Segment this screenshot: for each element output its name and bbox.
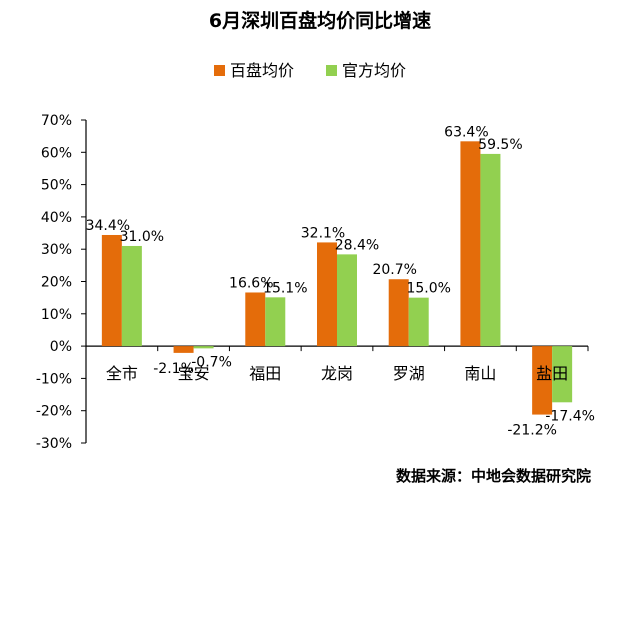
y-tick-label: 40% (41, 210, 72, 226)
bar-baipan-3 (317, 242, 337, 347)
bar-guanfang-3 (337, 254, 357, 347)
y-tick-label: 30% (41, 242, 72, 258)
bar-guanfang-1 (193, 346, 214, 349)
category-labels: 全市 宝安 福田 龙岗 罗湖 南山 盐田 (106, 364, 568, 383)
legend-swatch-1 (326, 65, 337, 76)
bars (101, 141, 573, 415)
bar-baipan-6 (532, 346, 553, 415)
data-label: 20.7% (372, 262, 416, 278)
y-tick-label: 0% (50, 339, 72, 355)
data-label: -2.1% (153, 361, 194, 377)
y-tick-label: 20% (41, 275, 72, 291)
y-tick-label: 10% (41, 307, 72, 323)
data-label: 16.6% (229, 275, 273, 291)
y-axis-ticks: 70% 60% 50% 40% 30% 20% 10% 0% -10% -20% -30% (36, 113, 86, 452)
data-label: -17.4% (545, 408, 595, 424)
data-label: 31.0% (120, 229, 164, 245)
legend-label-1: 官方均价 (342, 61, 406, 80)
bar-guanfang-2 (265, 297, 286, 347)
category-label: 全市 (106, 364, 138, 383)
bar-baipan-5 (460, 141, 481, 347)
y-tick-label: 50% (41, 178, 72, 194)
bar-guanfang-4 (408, 297, 429, 347)
category-label: 福田 (249, 364, 281, 383)
bar-guanfang-6 (552, 346, 573, 403)
data-label: 34.4% (86, 218, 130, 234)
source-note: 数据来源：中地会数据研究院 (396, 467, 591, 485)
category-label: 罗湖 (393, 364, 425, 383)
data-labels: 34.4%31.0% -2.1%-0.7% 16.6%15.1% 32.1%28.4%… (86, 124, 595, 438)
bar-guanfang-5 (480, 153, 501, 347)
data-label: -21.2% (507, 423, 557, 439)
legend-swatch-0 (214, 65, 225, 76)
category-label: 南山 (464, 364, 496, 383)
legend-label-0: 百盘均价 (230, 61, 294, 80)
data-label: -0.7% (191, 354, 232, 370)
bar-baipan-1 (173, 346, 194, 353)
category-label: 龙岗 (321, 364, 353, 383)
bar-baipan-4 (388, 279, 409, 347)
bar-guanfang-0 (121, 245, 142, 347)
y-tick-label: -20% (36, 404, 72, 420)
data-label: 32.1% (301, 225, 345, 241)
data-label: 15.1% (263, 280, 307, 296)
y-tick-label: 70% (41, 113, 72, 129)
bar-baipan-2 (245, 292, 266, 347)
y-tick-label: -10% (36, 371, 72, 387)
category-label: 宝安 (178, 364, 210, 383)
legend: 百盘均价 官方均价 (214, 61, 406, 80)
y-tick-label: -30% (36, 436, 72, 452)
data-label: 28.4% (335, 237, 379, 253)
data-label: 59.5% (478, 137, 522, 153)
data-label: 15.0% (406, 281, 450, 297)
data-label: 63.4% (444, 124, 488, 140)
y-tick-label: 60% (41, 145, 72, 161)
chart-title: 6月深圳百盘均价同比增速 (209, 9, 431, 32)
category-label: 盐田 (536, 364, 568, 383)
bar-baipan-0 (101, 234, 122, 347)
